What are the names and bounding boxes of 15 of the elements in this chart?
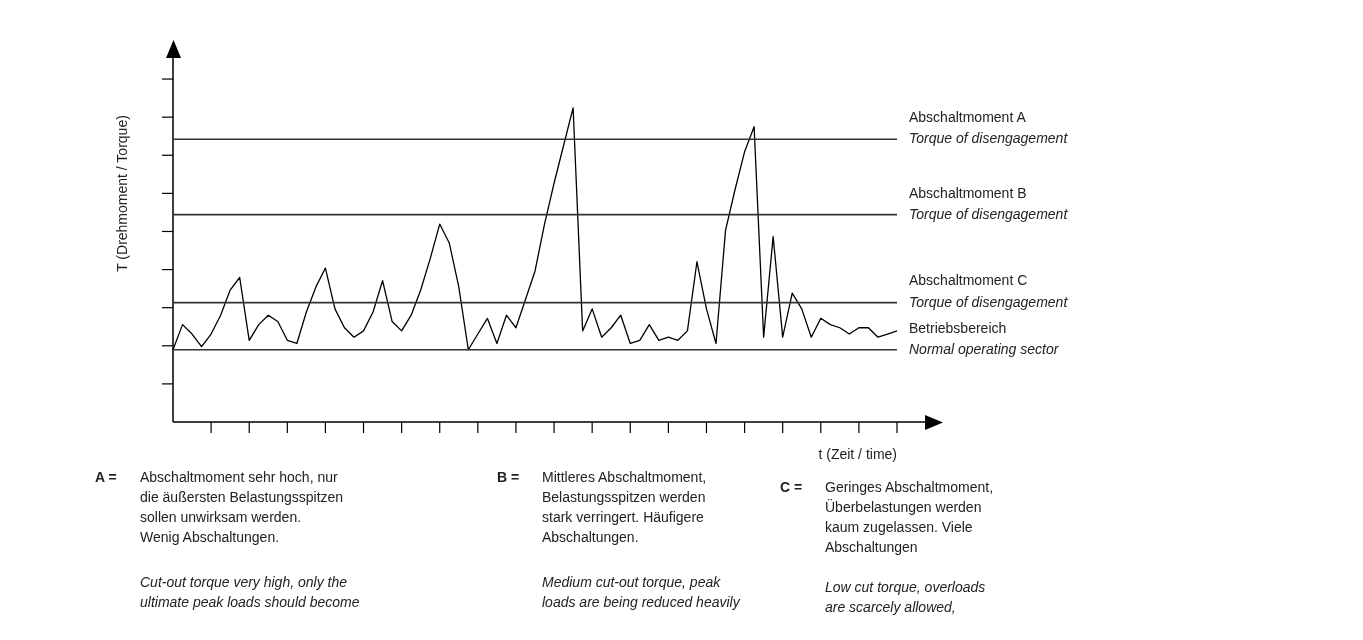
text: Low cut torque, overloads are scarcely allowed, [825,578,986,617]
text: Medium cut-out torque, peak loads are being reduced heavily [542,573,740,612]
x-axis-title: t (Zeit / time) [818,445,897,462]
ref-line-label: Abschaltmoment B Torque of disengagement [909,184,1069,222]
text: A = [95,468,117,487]
ref-line-label: Betriebsbereich Normal operating sector [909,319,1060,357]
text: Cut-out torque very high, only the ultimate peak loads should become [140,573,360,612]
text: Abschaltmoment sehr hoch, nur die äußersten Belastungsspitzen sollen unwirksam werden. Wenig Abschaltungen. [140,468,344,547]
y-axis-title: T (Drehmoment / Torque) [113,115,130,272]
text: C = [780,478,803,497]
ref-line-label: Abschaltmoment C Torque of disengagement [909,272,1069,310]
text: Mittleres Abschaltmoment, Belastungsspitzen werden stark verringert. Häufigere Abschaltungen. [542,468,707,547]
text: Geringes Abschaltmoment, Überbelastungen werden kaum zugelassen. Viele Abschaltungen [825,478,994,557]
ref-line-label: Abschaltmoment A Torque of disengagement [909,109,1069,147]
text: B = [497,468,520,487]
